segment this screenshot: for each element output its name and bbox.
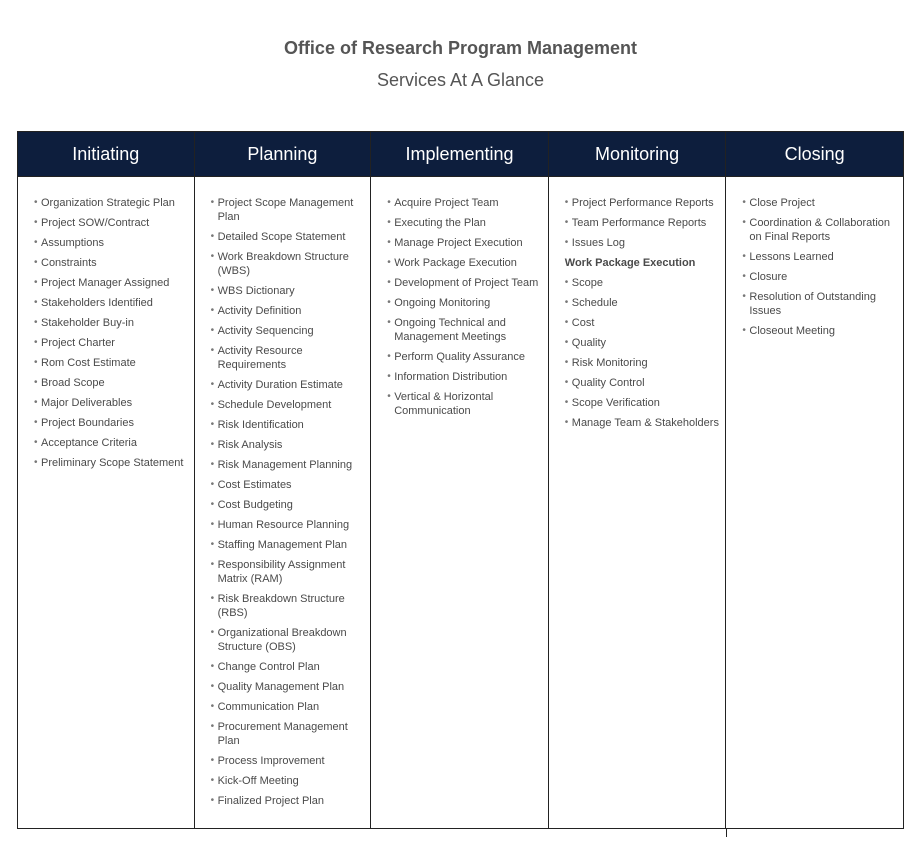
list-item: Activity Sequencing bbox=[211, 324, 365, 338]
list-item: Ongoing Monitoring bbox=[387, 296, 542, 310]
list-item: Risk Identification bbox=[211, 418, 365, 432]
list-item: Finalized Project Plan bbox=[211, 794, 365, 808]
divider-tick bbox=[726, 829, 727, 837]
list-item: Scope bbox=[565, 276, 720, 290]
list-item: Information Distribution bbox=[387, 370, 542, 384]
monitoring-list: Project Performance Reports Team Performa… bbox=[565, 196, 720, 250]
list-item: Organization Strategic Plan bbox=[34, 196, 188, 210]
column-initiating: Initiating Organization Strategic Plan Pr… bbox=[18, 132, 195, 828]
list-item: Change Control Plan bbox=[211, 660, 365, 674]
list-item: Human Resource Planning bbox=[211, 518, 365, 532]
list-item: Ongoing Technical and Management Meeting… bbox=[387, 316, 542, 344]
monitoring-subheading: Work Package Execution bbox=[564, 257, 696, 269]
monitoring-sublist: Scope Schedule Cost Quality Risk Monitoring Q… bbox=[565, 276, 720, 430]
list-item: Vertical & Horizontal Communication bbox=[387, 390, 542, 418]
list-item: Quality Management Plan bbox=[211, 680, 365, 694]
list-item: Kick-Off Meeting bbox=[211, 774, 365, 788]
column-header-planning: Planning bbox=[194, 132, 371, 177]
list-item: Development of Project Team bbox=[387, 276, 542, 290]
column-header-closing: Closing bbox=[726, 132, 903, 177]
list-item: Acceptance Criteria bbox=[34, 436, 188, 450]
list-item: Process Improvement bbox=[211, 754, 365, 768]
list-item: Project Performance Reports bbox=[565, 196, 720, 210]
list-item: Work Breakdown Structure (WBS) bbox=[211, 250, 365, 278]
implementing-list: Acquire Project Team Executing the Plan Ma… bbox=[387, 196, 542, 418]
list-item: Work Package Execution bbox=[387, 256, 542, 270]
list-item: Cost Budgeting bbox=[211, 498, 365, 512]
list-item: Activity Duration Estimate bbox=[211, 378, 365, 392]
list-item: Schedule bbox=[565, 296, 720, 310]
list-item: Preliminary Scope Statement bbox=[34, 456, 188, 470]
list-item: Major Deliverables bbox=[34, 396, 188, 410]
column-header-monitoring: Monitoring bbox=[548, 132, 726, 177]
list-item: Project Boundaries bbox=[34, 416, 188, 430]
list-item: Risk Monitoring bbox=[565, 356, 720, 370]
column-monitoring: Monitoring Project Performance Reports Te… bbox=[548, 132, 727, 828]
list-item: Broad Scope bbox=[34, 376, 188, 390]
list-item: Coordination & Collaboration on Final Re… bbox=[742, 216, 897, 244]
list-item: Project Manager Assigned bbox=[34, 276, 188, 290]
list-item: Responsibility Assignment Matrix (RAM) bbox=[211, 558, 365, 586]
list-item: Scope Verification bbox=[565, 396, 720, 410]
list-item: Closeout Meeting bbox=[742, 324, 897, 338]
list-item: Team Performance Reports bbox=[565, 216, 720, 230]
column-header-initiating: Initiating bbox=[18, 132, 194, 177]
list-item: Organizational Breakdown Structure (OBS) bbox=[211, 626, 365, 654]
list-item: Close Project bbox=[742, 196, 897, 210]
list-item: Staffing Management Plan bbox=[211, 538, 365, 552]
list-item: Risk Breakdown Structure (RBS) bbox=[211, 592, 365, 620]
list-item: Executing the Plan bbox=[387, 216, 542, 230]
list-item: Perform Quality Assurance bbox=[387, 350, 542, 364]
list-item: Risk Management Planning bbox=[211, 458, 365, 472]
list-item: WBS Dictionary bbox=[211, 284, 365, 298]
list-item: Acquire Project Team bbox=[387, 196, 542, 210]
list-item: Quality bbox=[565, 336, 720, 350]
page-subtitle: Services At A Glance bbox=[376, 70, 545, 90]
list-item: Issues Log bbox=[565, 236, 720, 250]
initiating-list: Organization Strategic Plan Project SOW/C… bbox=[34, 196, 188, 470]
list-item: Closure bbox=[742, 270, 897, 284]
list-item: Procurement Management Plan bbox=[211, 720, 365, 748]
list-item: Lessons Learned bbox=[742, 250, 897, 264]
list-item: Quality Control bbox=[565, 376, 720, 390]
list-item: Cost Estimates bbox=[211, 478, 365, 492]
services-table: Initiating Organization Strategic Plan Pr… bbox=[17, 131, 904, 829]
list-item: Communication Plan bbox=[211, 700, 365, 714]
list-item: Detailed Scope Statement bbox=[211, 230, 365, 244]
column-closing: Closing Close Project Coordination & Coll… bbox=[726, 132, 903, 828]
list-item: Project SOW/Contract bbox=[34, 216, 188, 230]
list-item: Constraints bbox=[34, 256, 188, 270]
list-item: Manage Team & Stakeholders bbox=[565, 416, 720, 430]
page-title: Office of Research Program Management bbox=[283, 38, 638, 58]
list-item: Resolution of Outstanding Issues bbox=[742, 290, 897, 318]
column-header-implementing: Implementing bbox=[371, 132, 548, 177]
list-item: Cost bbox=[565, 316, 720, 330]
column-implementing: Implementing Acquire Project Team Executi… bbox=[371, 132, 549, 828]
list-item: Rom Cost Estimate bbox=[34, 356, 188, 370]
list-item: Project Charter bbox=[34, 336, 188, 350]
column-planning: Planning Project Scope Management Plan De… bbox=[194, 132, 372, 828]
closing-list: Close Project Coordination & Collaboratio… bbox=[742, 196, 897, 338]
list-item: Activity Definition bbox=[211, 304, 365, 318]
list-item: Risk Analysis bbox=[211, 438, 365, 452]
list-item: Manage Project Execution bbox=[387, 236, 542, 250]
planning-list: Project Scope Management Plan Detailed Sc… bbox=[211, 196, 365, 808]
list-item: Stakeholders Identified bbox=[34, 296, 188, 310]
list-item: Stakeholder Buy-in bbox=[34, 316, 188, 330]
list-item: Assumptions bbox=[34, 236, 188, 250]
list-item: Activity Resource Requirements bbox=[211, 344, 365, 372]
list-item: Schedule Development bbox=[211, 398, 365, 412]
list-item: Project Scope Management Plan bbox=[211, 196, 365, 224]
